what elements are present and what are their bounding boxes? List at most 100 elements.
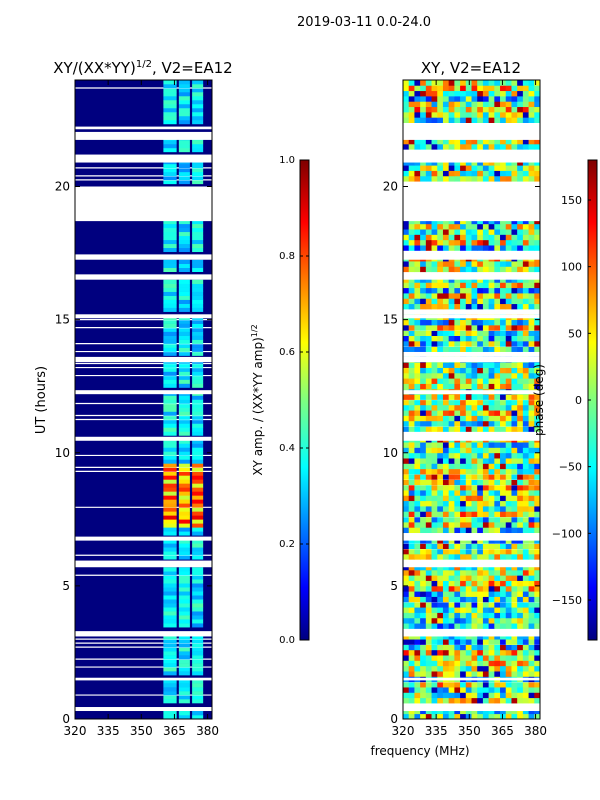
phase-cell (477, 415, 484, 422)
phase-cell (482, 138, 490, 145)
phase-cell (442, 170, 450, 177)
amp-data-gap (75, 154, 212, 163)
phase-cell (471, 346, 478, 352)
amp-cell (192, 99, 204, 105)
phase-cell (403, 569, 410, 576)
phase-cell (431, 346, 438, 352)
phase-cell (420, 138, 427, 145)
phase-cell (488, 521, 495, 528)
phase-cell (494, 527, 501, 534)
amp-cell (163, 419, 177, 424)
phase-cell (420, 665, 427, 672)
phase-cell (425, 106, 432, 113)
phase-cell (477, 500, 484, 507)
phase-cell (517, 442, 524, 448)
phase-cell (437, 266, 444, 273)
phase-cell (477, 596, 484, 603)
phase-cell (414, 713, 421, 719)
phase-cell (437, 671, 444, 677)
phase-cell (465, 617, 472, 624)
phase-cell (460, 298, 467, 305)
phase-cell (534, 394, 540, 400)
phase-cell (403, 165, 410, 171)
phase-cell (477, 383, 484, 390)
amp-cell (163, 487, 177, 492)
phase-cell (448, 95, 455, 102)
phase-cell (528, 564, 535, 571)
phase-cell (437, 612, 444, 619)
phase-cell (511, 564, 518, 571)
phase-cell (471, 708, 478, 715)
phase-cell (534, 617, 540, 624)
phase-cell (437, 330, 444, 336)
phase-cell (460, 639, 467, 645)
amp-cell (163, 635, 177, 640)
phase-cell (437, 277, 444, 283)
phase-cell (477, 665, 484, 672)
phase-cell (408, 474, 415, 480)
phase-cell (522, 277, 529, 283)
phase-cell (517, 569, 524, 576)
phase-cell (431, 106, 438, 113)
phase-cell (442, 282, 450, 289)
amp-cell (178, 607, 190, 612)
amp-cell (163, 163, 177, 169)
phase-cell (517, 85, 524, 92)
x-tick-label: 365 (491, 724, 514, 738)
amp-cell (192, 247, 204, 253)
amp-cell (178, 331, 190, 336)
amp-cell (192, 267, 204, 272)
phase-cell (408, 612, 415, 619)
amp-cell (178, 367, 190, 372)
phase-cell (425, 697, 432, 704)
phase-cell (522, 218, 529, 225)
phase-cell (500, 687, 507, 693)
phase-cell (482, 111, 490, 118)
phase-cell (494, 484, 501, 491)
phase-cell (482, 479, 490, 486)
phase-cell (482, 266, 490, 273)
phase-cell (505, 420, 512, 427)
phase-cell (420, 277, 427, 283)
phase-data-gap (403, 560, 540, 568)
amp-cell (163, 403, 177, 408)
phase-cell (420, 143, 427, 150)
phase-cell (448, 511, 455, 518)
phase-cell (403, 655, 410, 661)
phase-cell (522, 293, 529, 299)
amp-cell (178, 107, 190, 113)
phase-cell (482, 458, 490, 464)
phase-cell (488, 245, 495, 251)
phase-cell (528, 234, 535, 241)
amp-cell (178, 603, 190, 608)
phase-cell (534, 484, 540, 491)
phase-cell (500, 697, 507, 704)
phase-cell (425, 639, 432, 645)
phase-cell (454, 543, 461, 549)
phase-cell (500, 378, 507, 384)
phase-cell (437, 607, 444, 613)
phase-cell (414, 442, 421, 448)
phase-data-gap (403, 707, 540, 712)
phase-cell (454, 708, 461, 715)
phase-cell (465, 591, 472, 597)
phase-cell (414, 362, 421, 368)
phase-cell (522, 80, 529, 86)
phase-cell (460, 340, 467, 347)
amp-cell (192, 611, 204, 616)
phase-cell (505, 633, 512, 640)
phase-cell (511, 367, 518, 374)
phase-cell (482, 564, 490, 571)
amp-data-gap (75, 436, 212, 441)
phase-cell (494, 511, 501, 518)
amplitude-colorbar-gradient (299, 159, 310, 641)
x-tick-label: 365 (163, 724, 186, 738)
phase-cell (511, 277, 518, 283)
phase-cell (442, 330, 450, 336)
phase-data-gap (403, 274, 540, 280)
amp-cell (192, 115, 204, 121)
phase-cell (488, 324, 495, 331)
amp-cell (178, 395, 190, 400)
amp-data-gap (75, 560, 212, 568)
